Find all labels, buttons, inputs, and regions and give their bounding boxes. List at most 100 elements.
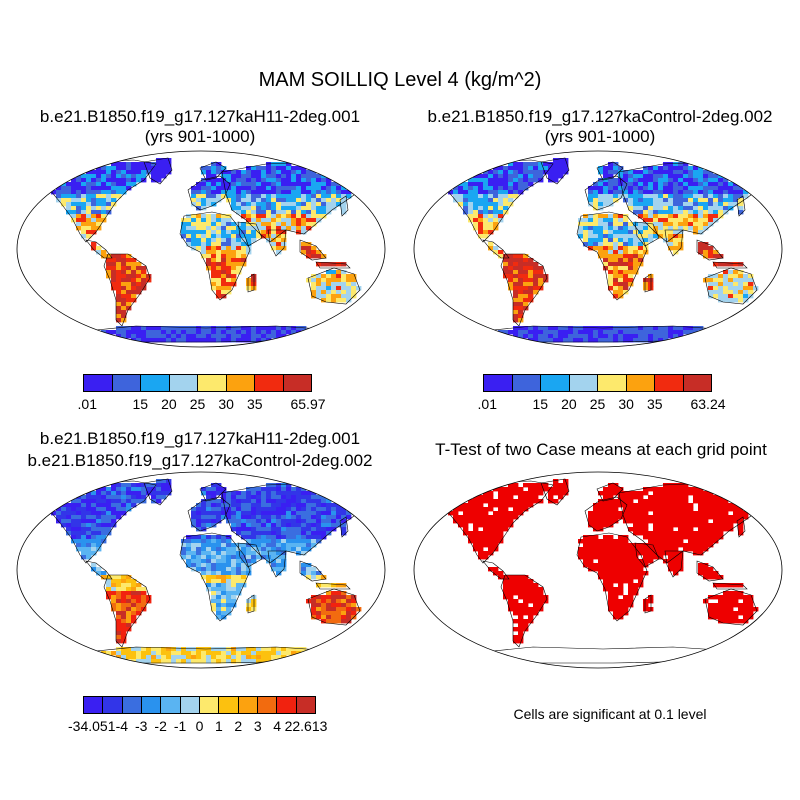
grid-cell [231,182,237,187]
grid-cell [698,531,704,536]
grid-cell [121,623,127,628]
grid-cell [658,503,664,508]
grid-cell [458,515,464,520]
grid-cell [678,202,684,207]
grid-cell [76,198,82,203]
grid-cell [306,515,312,520]
grid-cell [703,563,709,568]
grid-cell [206,535,212,540]
grid-cell [126,503,132,508]
grid-cell [733,519,739,524]
grid-cell [206,583,212,588]
grid-cell [231,559,237,564]
grid-cell [241,515,247,520]
grid-cell [211,186,217,191]
grid-cell [498,214,504,219]
grid-cell [478,226,484,231]
grid-cell [126,330,132,335]
grid-cell [518,575,524,580]
grid-cell [613,519,619,524]
grid-cell [448,190,454,195]
grid-cell [211,519,217,524]
coastline [664,550,684,578]
grid-cell [131,294,137,299]
grid-cell [608,202,614,207]
grid-cell [196,555,202,560]
grid-cell [523,306,529,311]
grid-cell [331,186,337,191]
grid-cell [221,491,227,496]
grid-cell [663,539,669,544]
grid-cell [226,547,232,552]
grid-cell [688,326,694,331]
grid-cell [116,178,122,183]
grid-cell [281,214,287,219]
grid-cell [211,579,217,584]
grid-cell [613,170,619,175]
grid-cell [683,326,689,331]
grid-cell [66,190,72,195]
grid-cell [206,330,212,335]
grid-cell [468,182,474,187]
grid-cell [316,527,322,532]
grid-cell [733,583,739,588]
grid-cell [538,595,544,600]
grid-cell [141,655,147,660]
grid-cell [326,515,332,520]
grid-cell [241,571,247,576]
grid-cell [648,503,654,508]
grid-cell [236,499,242,504]
grid-cell [111,258,117,263]
grid-cell [106,531,112,536]
grid-cell [598,555,604,560]
grid-cell [693,186,699,191]
grid-cell [623,603,629,608]
grid-cell [648,539,654,544]
grid-cell [316,495,322,500]
grid-cell [563,334,569,339]
grid-cell [603,218,609,223]
grid-cell [708,222,714,227]
grid-cell [261,190,267,195]
grid-cell [618,266,624,271]
grid-cell [246,607,252,612]
grid-cell [236,334,242,339]
grid-cell [583,242,589,247]
grid-cell [236,583,242,588]
grid-cell [708,202,714,207]
grid-cell [326,619,332,624]
grid-cell [623,234,629,239]
grid-cell [241,330,247,335]
grid-cell [593,222,599,227]
grid-cell [673,547,679,552]
grid-cell [498,507,504,512]
grid-cell [603,487,609,492]
grid-cell [196,507,202,512]
grid-cell [638,198,644,203]
grid-cell [668,330,674,335]
grid-cell [638,491,644,496]
grid-cell [321,178,327,183]
grid-cell [743,599,749,604]
grid-cell [518,587,524,592]
grid-cell [638,571,644,576]
grid-cell [261,543,267,548]
grid-cell [86,507,92,512]
grid-cell [723,298,729,303]
grid-cell [271,230,277,235]
coastline [199,161,227,181]
grid-cell [708,495,714,500]
grid-cell [588,543,594,548]
grid-cell [161,479,167,484]
grid-cell [221,575,227,580]
grid-cell [748,599,754,604]
grid-cell [261,539,267,544]
grid-cell [256,190,262,195]
grid-cell [151,330,157,335]
grid-cell [718,575,724,580]
grid-cell [628,543,634,548]
significance-note: Cells are significant at 0.1 level [513,706,707,722]
grid-cell [106,270,112,275]
grid-cell [748,603,754,608]
grid-cell [528,162,534,167]
